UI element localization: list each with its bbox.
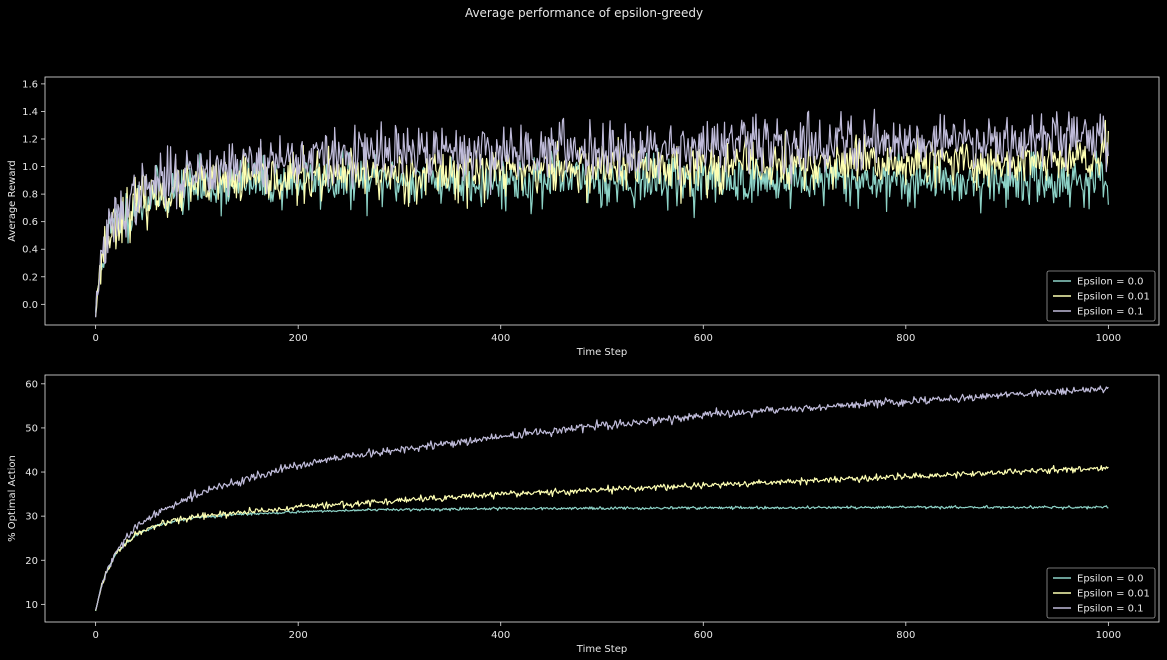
legend-label: Epsilon = 0.0 — [1077, 277, 1144, 288]
series-line-eps-01 — [95, 385, 1109, 611]
y-tick-label: 1.4 — [22, 107, 38, 118]
y-tick-label: 50 — [25, 423, 38, 434]
figure-title: Average performance of epsilon-greedy — [465, 6, 703, 20]
legend-label: Epsilon = 0.1 — [1077, 604, 1144, 615]
legend-label: Epsilon = 0.0 — [1077, 574, 1144, 585]
x-tick-label: 1000 — [1096, 333, 1121, 344]
x-tick-label: 800 — [896, 630, 915, 641]
axes-frame — [44, 76, 1160, 326]
series-lines — [95, 385, 1109, 612]
legend-box — [1046, 270, 1156, 322]
y-axis-label: % Optimal Action — [7, 455, 18, 542]
legend-box — [1046, 567, 1156, 619]
y-tick-label: 20 — [25, 556, 38, 567]
x-tick-label: 600 — [694, 630, 713, 641]
y-tick-label: 0.8 — [22, 190, 38, 201]
y-tick-label: 0.6 — [22, 217, 38, 228]
y-tick-label: 0.2 — [22, 272, 38, 283]
chart-optimal-action: 0 200 400 600 800 1000 10 20 30 40 50 60 Time Step % … — [7, 374, 1160, 655]
y-tick-label: 30 — [25, 512, 38, 523]
x-tick-label: 600 — [694, 333, 713, 344]
series-line-eps-0 — [95, 504, 1109, 612]
x-tick-label: 400 — [491, 630, 510, 641]
legend-label: Epsilon = 0.01 — [1077, 292, 1150, 303]
chart-average-reward: 0 200 400 600 800 1000 0.0 0.2 0.4 0.6 0.8 1.0 1.2 1.… — [7, 76, 1160, 358]
y-tick-label: 0.4 — [22, 245, 38, 256]
legend: Epsilon = 0.0 Epsilon = 0.01 Epsilon = 0.1 — [1046, 567, 1156, 619]
x-axis-label: Time Step — [576, 347, 627, 358]
x-axis-label: Time Step — [576, 644, 627, 655]
x-tick-label: 200 — [289, 333, 308, 344]
x-tick-label: 1000 — [1096, 630, 1121, 641]
x-tick-label: 0 — [92, 333, 98, 344]
y-tick-label: 10 — [25, 600, 38, 611]
legend-label: Epsilon = 0.01 — [1077, 589, 1150, 600]
series-lines — [95, 108, 1109, 318]
y-tick-label: 60 — [25, 379, 38, 390]
y-axis-label: Average Reward — [7, 160, 18, 241]
x-tick-label: 0 — [92, 630, 98, 641]
x-tick-label: 800 — [896, 333, 915, 344]
legend: Epsilon = 0.0 Epsilon = 0.01 Epsilon = 0.1 — [1046, 270, 1156, 322]
y-tick-label: 1.6 — [22, 79, 38, 90]
series-line-eps-001 — [95, 465, 1109, 611]
y-tick-label: 0.0 — [22, 300, 38, 311]
series-line-eps-01 — [95, 108, 1109, 318]
x-tick-label: 400 — [491, 333, 510, 344]
y-tick-label: 40 — [25, 468, 38, 479]
axes-frame — [44, 374, 1160, 623]
y-tick-label: 1.0 — [22, 162, 38, 173]
x-tick-label: 200 — [289, 630, 308, 641]
y-tick-label: 1.2 — [22, 135, 38, 146]
legend-label: Epsilon = 0.1 — [1077, 307, 1144, 318]
